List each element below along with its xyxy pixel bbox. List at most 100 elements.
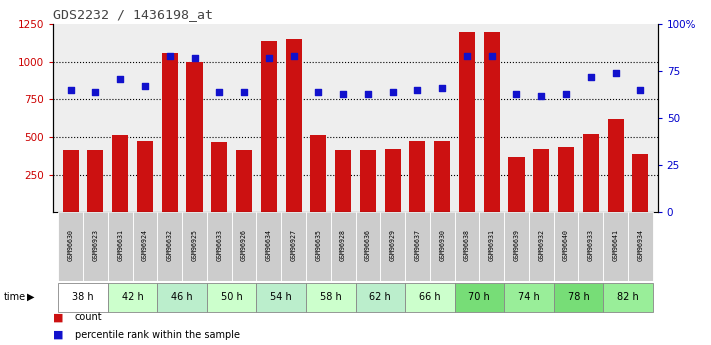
Point xyxy=(164,53,176,59)
Bar xyxy=(607,119,624,212)
Text: 50 h: 50 h xyxy=(221,292,242,302)
Point xyxy=(362,91,373,97)
Text: 78 h: 78 h xyxy=(567,292,589,302)
Bar xyxy=(58,283,108,312)
Bar xyxy=(508,157,525,212)
Bar xyxy=(554,212,579,281)
Bar xyxy=(579,212,603,281)
Text: GSM96631: GSM96631 xyxy=(117,229,123,261)
Bar xyxy=(306,212,331,281)
Text: GSM96632: GSM96632 xyxy=(167,229,173,261)
Bar xyxy=(157,283,207,312)
Text: GSM96934: GSM96934 xyxy=(637,229,643,261)
Bar xyxy=(603,212,628,281)
Point xyxy=(535,93,547,98)
Bar xyxy=(628,212,653,281)
Bar xyxy=(632,154,648,212)
Bar xyxy=(533,149,550,212)
Bar xyxy=(286,39,301,212)
Text: 70 h: 70 h xyxy=(469,292,490,302)
Bar xyxy=(385,149,401,212)
Bar xyxy=(211,142,228,212)
Text: GSM96634: GSM96634 xyxy=(266,229,272,261)
Bar xyxy=(257,212,281,281)
Point xyxy=(238,89,250,95)
Text: 46 h: 46 h xyxy=(171,292,193,302)
Text: GSM96931: GSM96931 xyxy=(488,229,495,261)
Bar xyxy=(157,212,182,281)
Point xyxy=(387,89,398,95)
Text: percentile rank within the sample: percentile rank within the sample xyxy=(75,330,240,339)
Text: GSM96928: GSM96928 xyxy=(340,229,346,261)
Text: GDS2232 / 1436198_at: GDS2232 / 1436198_at xyxy=(53,8,213,21)
Text: GSM96641: GSM96641 xyxy=(613,229,619,261)
Text: GSM96930: GSM96930 xyxy=(439,229,445,261)
Text: time: time xyxy=(4,292,26,302)
Text: GSM96638: GSM96638 xyxy=(464,229,470,261)
Bar xyxy=(207,283,257,312)
Text: GSM96924: GSM96924 xyxy=(142,229,148,261)
Point xyxy=(486,53,498,59)
Point xyxy=(437,85,448,91)
Point xyxy=(461,53,473,59)
Point xyxy=(585,74,597,80)
Bar xyxy=(558,147,574,212)
Bar xyxy=(459,32,475,212)
Point xyxy=(288,53,299,59)
Text: 62 h: 62 h xyxy=(370,292,391,302)
Bar xyxy=(504,212,529,281)
Bar xyxy=(306,283,356,312)
Bar xyxy=(504,283,554,312)
Text: GSM96932: GSM96932 xyxy=(538,229,544,261)
Bar xyxy=(186,62,203,212)
Bar xyxy=(603,283,653,312)
Text: 66 h: 66 h xyxy=(419,292,441,302)
Point xyxy=(635,87,646,93)
Point xyxy=(338,91,349,97)
Bar xyxy=(63,150,79,212)
Bar xyxy=(132,212,157,281)
Point xyxy=(189,55,201,61)
Bar xyxy=(356,283,405,312)
Point xyxy=(90,89,101,95)
Point xyxy=(510,91,522,97)
Bar xyxy=(112,136,128,212)
Bar xyxy=(430,212,454,281)
Point xyxy=(139,83,151,89)
Text: GSM96926: GSM96926 xyxy=(241,229,247,261)
Bar xyxy=(257,283,306,312)
Text: 74 h: 74 h xyxy=(518,292,540,302)
Bar xyxy=(232,212,257,281)
Bar xyxy=(356,212,380,281)
Bar xyxy=(483,32,500,212)
Point xyxy=(114,76,126,81)
Bar xyxy=(83,212,108,281)
Text: GSM96933: GSM96933 xyxy=(588,229,594,261)
Bar xyxy=(380,212,405,281)
Point xyxy=(263,55,274,61)
Bar xyxy=(583,134,599,212)
Bar xyxy=(405,212,430,281)
Bar xyxy=(58,212,83,281)
Bar xyxy=(108,212,132,281)
Text: GSM96640: GSM96640 xyxy=(563,229,569,261)
Point xyxy=(313,89,324,95)
Bar xyxy=(182,212,207,281)
Text: 58 h: 58 h xyxy=(320,292,341,302)
Text: GSM96927: GSM96927 xyxy=(291,229,296,261)
Text: GSM96635: GSM96635 xyxy=(316,229,321,261)
Bar xyxy=(360,150,376,212)
Bar xyxy=(261,41,277,212)
Text: count: count xyxy=(75,313,102,322)
Bar xyxy=(331,212,356,281)
Bar xyxy=(137,141,153,212)
Bar xyxy=(236,150,252,212)
Text: ■: ■ xyxy=(53,330,64,339)
Point xyxy=(213,89,225,95)
Bar xyxy=(529,212,554,281)
Bar xyxy=(554,283,603,312)
Bar xyxy=(335,150,351,212)
Bar xyxy=(454,212,479,281)
Point xyxy=(610,70,621,76)
Point xyxy=(412,87,423,93)
